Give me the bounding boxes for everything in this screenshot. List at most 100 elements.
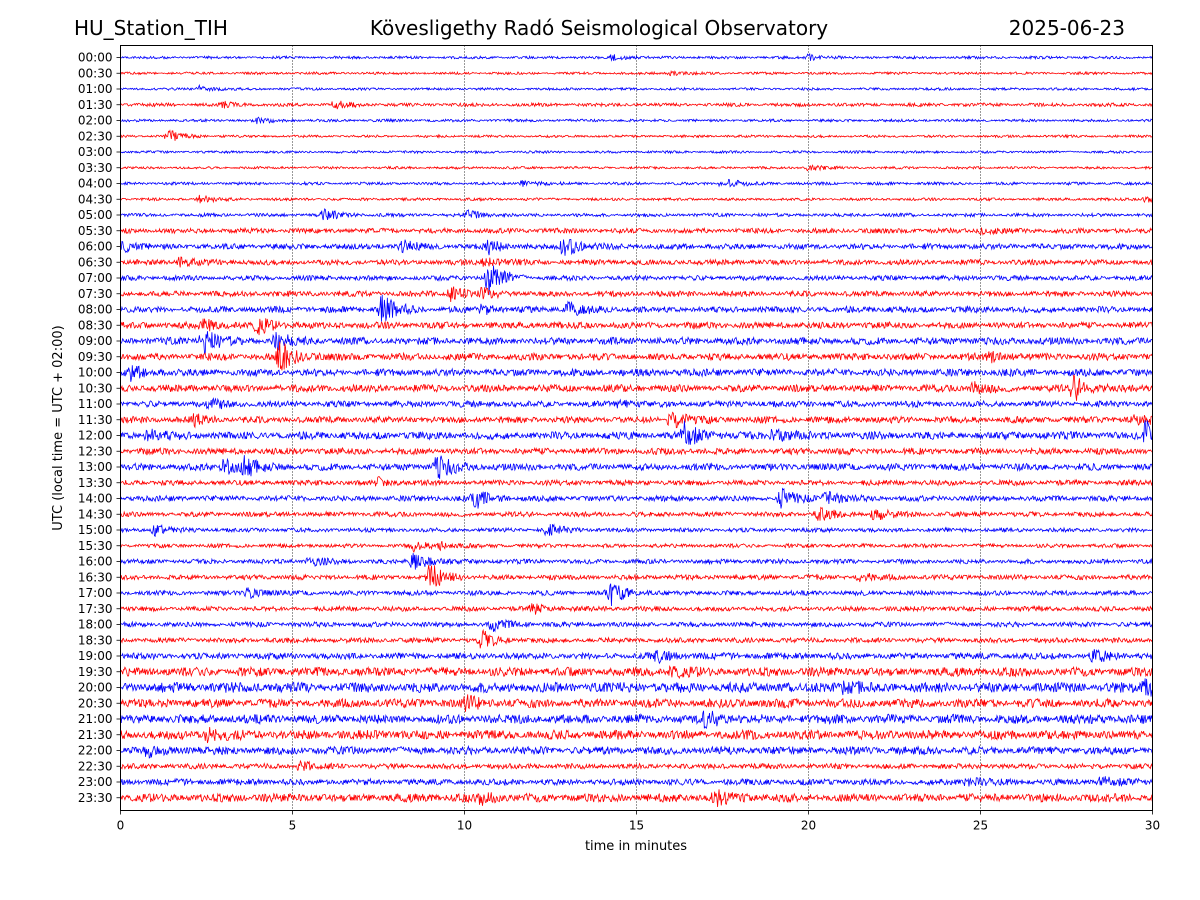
y-tick-label: 04:30 bbox=[78, 192, 113, 206]
y-tick-label: 04:00 bbox=[78, 177, 113, 191]
trace-row-1300 bbox=[120, 455, 1153, 480]
trace-row-0930 bbox=[120, 341, 1153, 371]
date-title: 2025-06-23 bbox=[1009, 16, 1125, 40]
y-tick-label: 05:30 bbox=[78, 224, 113, 238]
trace-row-2200 bbox=[120, 744, 1153, 759]
y-tick-label: 11:30 bbox=[78, 413, 113, 427]
trace-row-0130 bbox=[120, 100, 1153, 110]
y-tick-label: 07:00 bbox=[78, 271, 113, 285]
trace-row-0900 bbox=[120, 331, 1153, 355]
plot-frame bbox=[120, 45, 1153, 811]
trace-row-2030 bbox=[120, 694, 1153, 712]
trace-row-1830 bbox=[120, 628, 1153, 649]
y-tick-label: 10:30 bbox=[78, 381, 113, 395]
y-tick-label: 11:00 bbox=[78, 397, 113, 411]
y-axis-label: UTC (local time = UTC + 02:00) bbox=[51, 325, 66, 530]
y-tick-label: 14:00 bbox=[78, 492, 113, 506]
x-tick-label: 10 bbox=[457, 819, 472, 833]
trace-row-1630 bbox=[120, 565, 1153, 587]
y-tick-label: 19:30 bbox=[78, 665, 113, 679]
y-tick-label: 16:00 bbox=[78, 555, 113, 569]
trace-row-1530 bbox=[120, 540, 1153, 554]
y-tick-label: 06:00 bbox=[78, 240, 113, 254]
trace-row-1600 bbox=[120, 553, 1153, 570]
y-tick-label: 23:30 bbox=[78, 791, 113, 805]
y-tick-label: 22:00 bbox=[78, 744, 113, 758]
y-tick-label: 03:00 bbox=[78, 145, 113, 159]
y-tick-label: 13:30 bbox=[78, 476, 113, 490]
x-tick-label: 5 bbox=[289, 819, 297, 833]
y-tick-label: 17:30 bbox=[78, 602, 113, 616]
trace-row-1730 bbox=[120, 603, 1153, 615]
y-tick-label: 00:30 bbox=[78, 66, 113, 80]
trace-row-2000 bbox=[120, 678, 1153, 697]
x-tick-label: 30 bbox=[1145, 819, 1160, 833]
y-tick-label: 07:30 bbox=[78, 287, 113, 301]
y-tick-label: 02:30 bbox=[78, 129, 113, 143]
trace-row-0300 bbox=[120, 149, 1153, 155]
y-tick-label: 13:00 bbox=[78, 460, 113, 474]
trace-row-0530 bbox=[120, 226, 1153, 236]
trace-row-1400 bbox=[120, 487, 1153, 509]
y-tick-label: 03:30 bbox=[78, 161, 113, 175]
x-axis-label: time in minutes bbox=[585, 839, 687, 854]
trace-row-1500 bbox=[120, 523, 1153, 538]
trace-row-0000 bbox=[120, 52, 1153, 62]
trace-row-0800 bbox=[120, 294, 1153, 322]
trace-row-1000 bbox=[120, 365, 1153, 382]
trace-row-0430 bbox=[120, 194, 1153, 204]
trace-row-0600 bbox=[120, 239, 1153, 256]
trace-row-2330 bbox=[120, 789, 1153, 807]
observatory-title: Kövesligethy Radó Seismological Observat… bbox=[370, 16, 828, 40]
y-tick-label: 20:30 bbox=[78, 696, 113, 710]
trace-row-0100 bbox=[120, 83, 1153, 93]
y-tick-label: 00:00 bbox=[78, 51, 113, 65]
y-tick-label: 14:30 bbox=[78, 507, 113, 521]
trace-row-0400 bbox=[120, 178, 1153, 188]
trace-row-0500 bbox=[120, 208, 1153, 221]
trace-row-0230 bbox=[120, 129, 1153, 141]
y-tick-label: 06:30 bbox=[78, 255, 113, 269]
trace-row-1200 bbox=[120, 420, 1153, 445]
y-tick-label: 09:30 bbox=[78, 350, 113, 364]
x-tick-label: 0 bbox=[117, 819, 125, 833]
y-tick-label: 23:00 bbox=[78, 775, 113, 789]
y-tick-label: 16:30 bbox=[78, 570, 113, 584]
x-tick-label: 20 bbox=[801, 819, 816, 833]
x-tick-label: 25 bbox=[973, 819, 988, 833]
y-tick-label: 18:00 bbox=[78, 618, 113, 632]
y-tick-label: 15:00 bbox=[78, 523, 113, 537]
y-tick-label: 19:00 bbox=[78, 649, 113, 663]
y-tick-label: 02:00 bbox=[78, 114, 113, 128]
trace-row-0700 bbox=[120, 265, 1153, 295]
y-tick-label: 12:30 bbox=[78, 444, 113, 458]
trace-row-1130 bbox=[120, 411, 1153, 429]
station-title: HU_Station_TIH bbox=[74, 16, 228, 40]
y-tick-label: 21:00 bbox=[78, 712, 113, 726]
y-tick-label: 10:00 bbox=[78, 366, 113, 380]
vertical-gridlines bbox=[292, 45, 981, 811]
trace-row-0630 bbox=[120, 256, 1153, 268]
y-tick-label: 15:30 bbox=[78, 539, 113, 553]
y-tick-label: 08:00 bbox=[78, 303, 113, 317]
trace-row-2130 bbox=[120, 727, 1153, 744]
seismogram-traces bbox=[120, 52, 1153, 807]
y-tick-label: 08:30 bbox=[78, 318, 113, 332]
trace-row-0830 bbox=[120, 318, 1153, 336]
trace-row-1230 bbox=[120, 446, 1153, 456]
y-tick-label: 17:00 bbox=[78, 586, 113, 600]
trace-row-1930 bbox=[120, 665, 1153, 680]
trace-row-1100 bbox=[120, 397, 1153, 410]
y-tick-label: 12:00 bbox=[78, 429, 113, 443]
trace-row-0030 bbox=[120, 69, 1153, 77]
y-tick-label: 22:30 bbox=[78, 759, 113, 773]
trace-row-1030 bbox=[120, 374, 1153, 401]
y-tick-label: 21:30 bbox=[78, 728, 113, 742]
x-tick-label: 15 bbox=[629, 819, 644, 833]
trace-row-0330 bbox=[120, 164, 1153, 172]
trace-row-2300 bbox=[120, 776, 1153, 788]
trace-row-0730 bbox=[120, 286, 1153, 303]
trace-row-0200 bbox=[120, 116, 1153, 125]
